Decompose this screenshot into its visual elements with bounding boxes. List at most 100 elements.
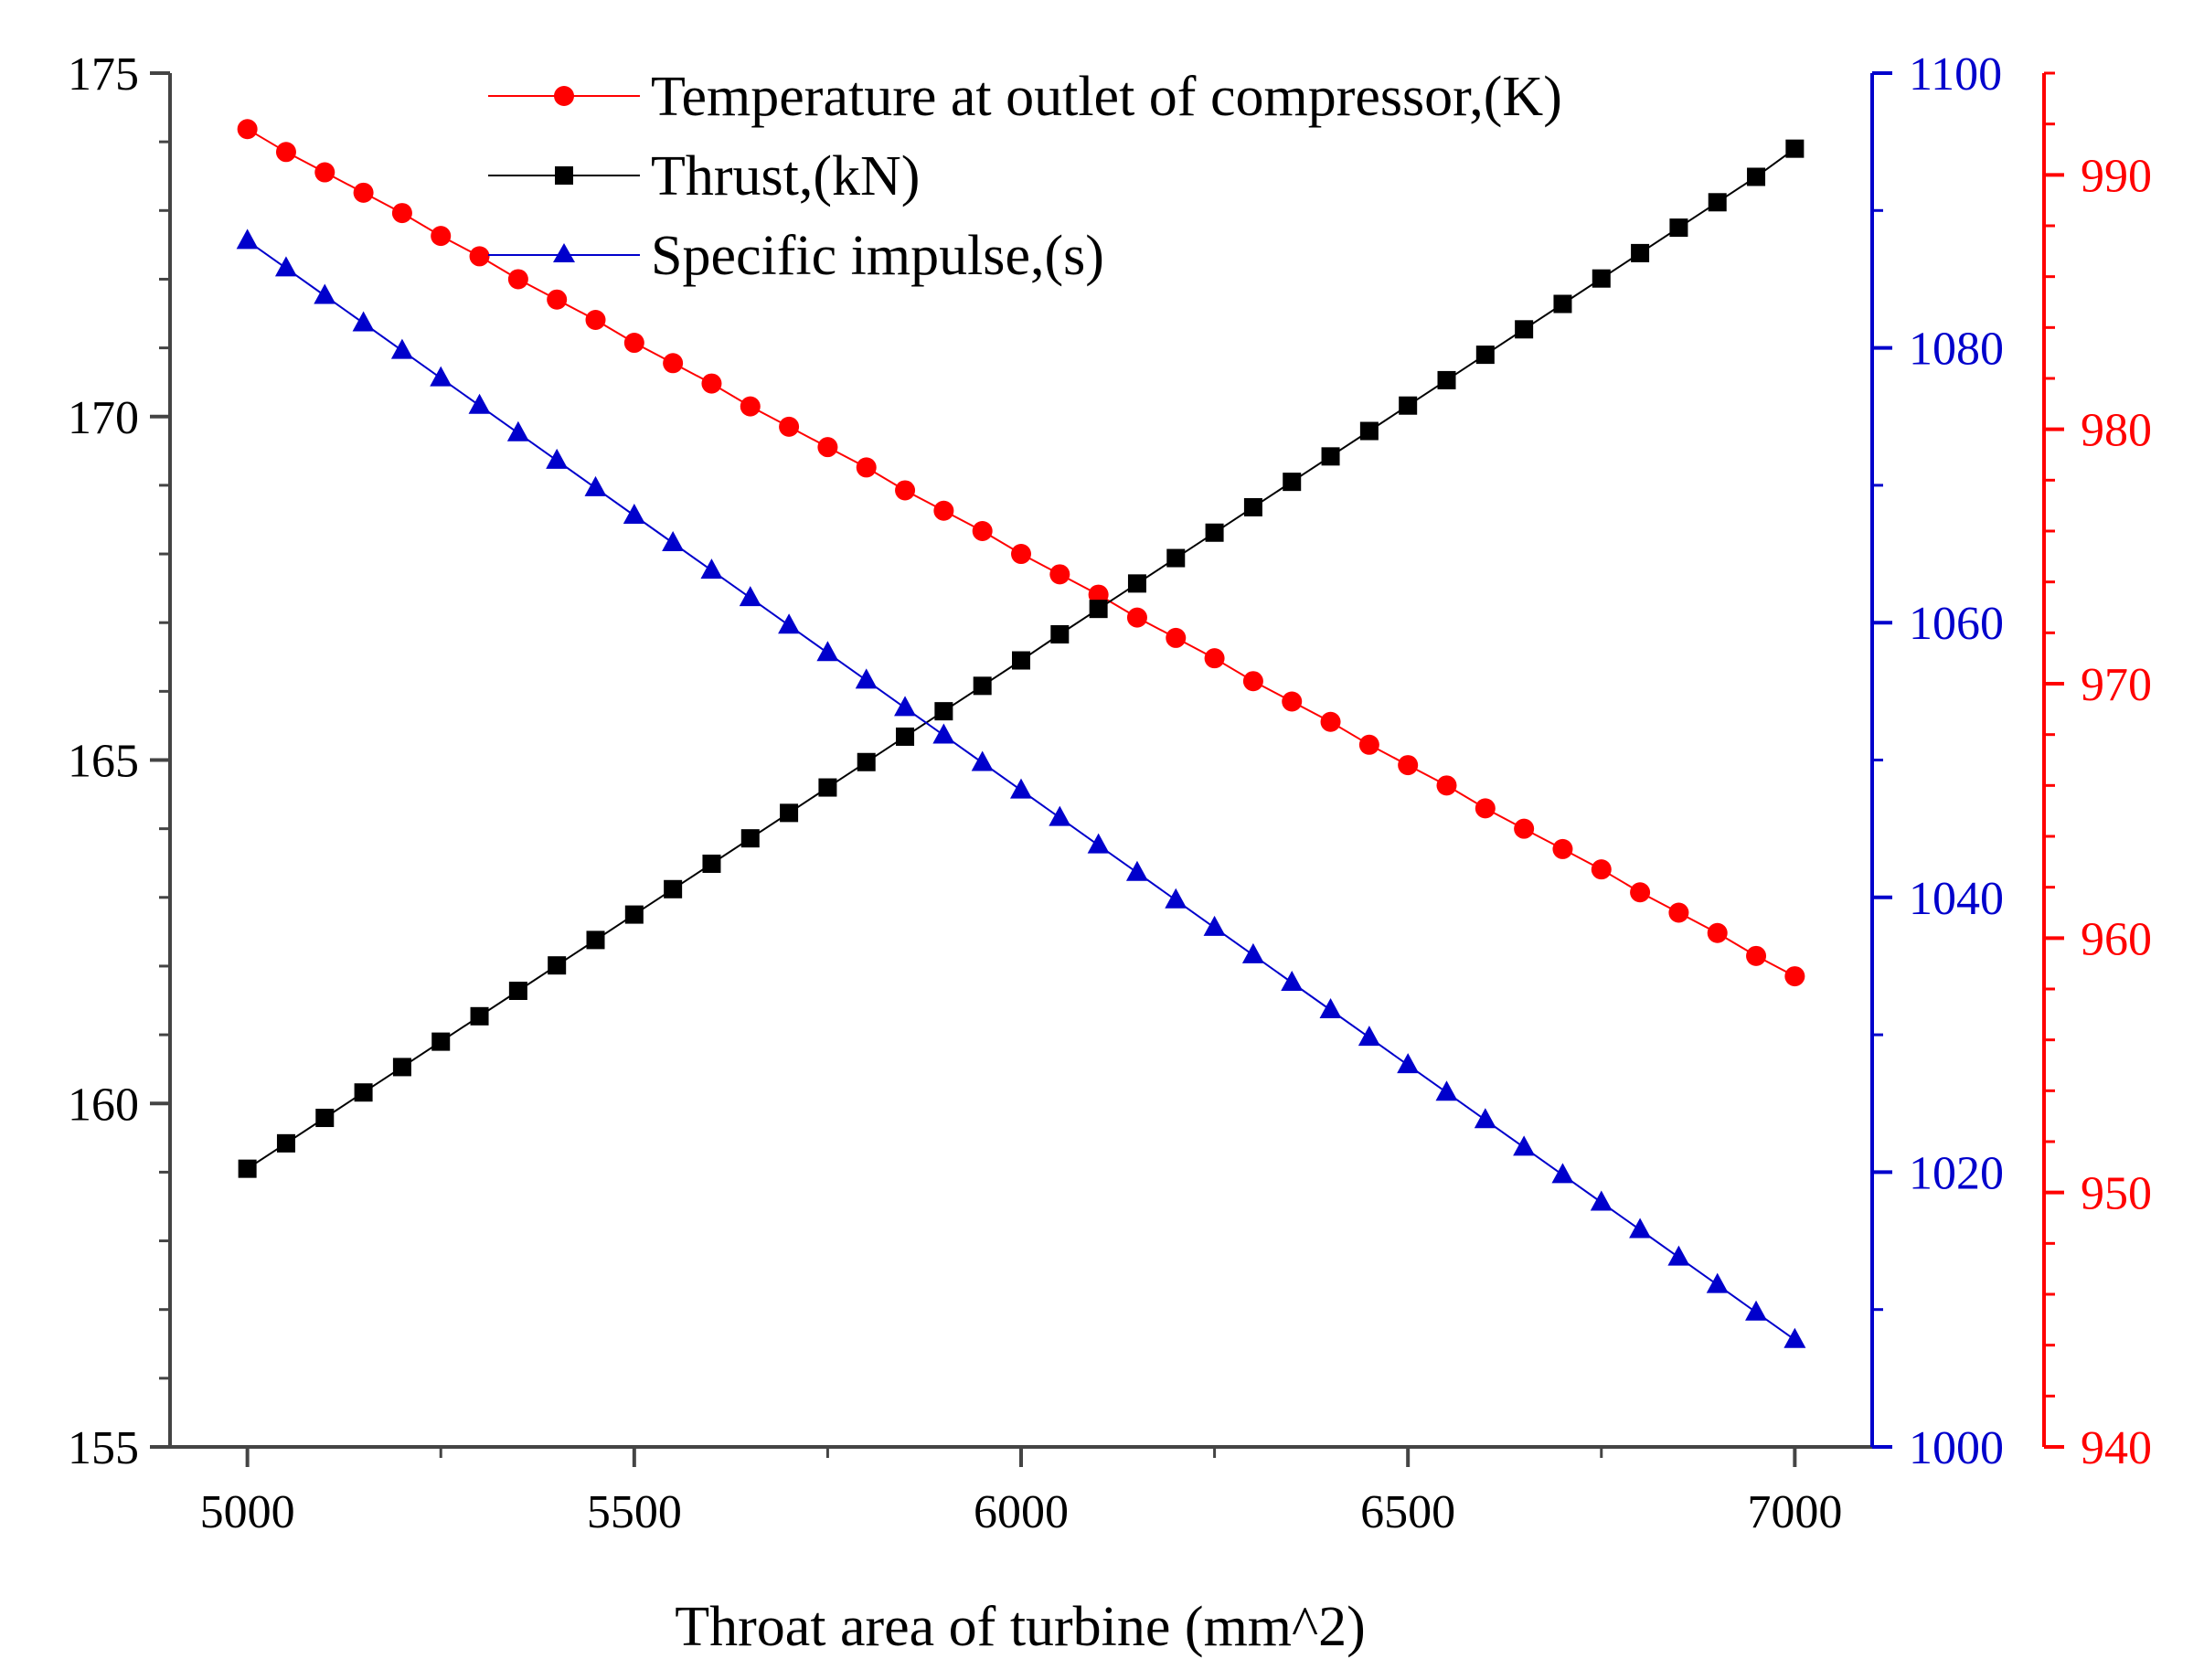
data-point-square <box>1127 574 1146 593</box>
data-point-triangle <box>1241 942 1264 963</box>
data-point-square <box>934 702 953 721</box>
x-tick-label: 5000 <box>200 1486 295 1538</box>
data-point-triangle <box>778 613 801 634</box>
data-point-square <box>392 1058 411 1077</box>
data-point-triangle <box>1165 888 1187 909</box>
data-point-circle <box>547 289 568 310</box>
data-point-triangle <box>1783 1327 1806 1348</box>
right_outer-tick-label: 960 <box>2081 913 2152 965</box>
data-point-square <box>586 930 605 950</box>
data-point-circle <box>1398 755 1419 776</box>
data-point-triangle <box>236 229 259 250</box>
data-point-square <box>548 956 567 975</box>
data-point-circle <box>817 437 838 458</box>
right_inner-tick-label: 1100 <box>1909 48 2002 101</box>
data-point-triangle <box>352 311 375 332</box>
data-point-triangle <box>700 558 723 579</box>
data-point-triangle <box>1667 1245 1690 1266</box>
data-point-square <box>1243 497 1262 516</box>
data-point-circle <box>237 119 258 140</box>
data-point-square <box>1475 346 1495 365</box>
data-point-triangle <box>506 420 529 441</box>
data-point-circle <box>1784 966 1805 987</box>
axes: 5000 5500 6000 6500 7000 155 160 165 170 175 1000 1… <box>68 48 2152 1538</box>
legend-label-specific-impulse: Specific impulse,(s) <box>651 225 1104 287</box>
data-point-square <box>702 854 721 873</box>
data-point-square <box>470 1006 489 1026</box>
data-point-square <box>1321 447 1340 466</box>
data-point-triangle <box>932 723 955 744</box>
legend-marker-temperature <box>554 86 574 106</box>
data-point-square <box>1437 370 1456 389</box>
data-point-circle <box>275 142 296 163</box>
data-point-triangle <box>623 503 645 524</box>
left-tick-label: 155 <box>68 1422 139 1474</box>
right_outer-tick-label: 970 <box>2081 659 2152 711</box>
data-point-triangle <box>1706 1272 1729 1293</box>
legend-label-thrust: Thrust,(kN) <box>651 145 920 207</box>
data-point-circle <box>1668 902 1689 923</box>
data-point-triangle <box>1125 860 1148 881</box>
data-point-circle <box>1049 564 1070 585</box>
data-point-triangle <box>1281 970 1304 991</box>
data-point-square <box>857 752 876 771</box>
legend-label-temperature: Temperature at outlet of compressor,(K) <box>651 66 1562 128</box>
right_inner-tick-label: 1000 <box>1909 1422 2004 1474</box>
data-point-circle <box>779 416 800 437</box>
data-point-square <box>431 1032 451 1051</box>
data-point-circle <box>391 203 412 224</box>
data-point-circle <box>507 269 528 290</box>
data-point-square <box>1283 473 1302 492</box>
data-point-square <box>1050 624 1070 643</box>
data-point-square <box>1785 139 1805 158</box>
data-point-circle <box>431 226 452 247</box>
data-point-circle <box>1088 584 1109 605</box>
data-point-triangle <box>971 750 994 771</box>
data-point-square <box>1747 167 1766 186</box>
right_outer-tick-label: 980 <box>2081 405 2152 457</box>
data-point-triangle <box>430 366 453 387</box>
data-point-circle <box>663 353 684 374</box>
data-point-square <box>1205 523 1224 542</box>
legend-marker-specific-impulse <box>553 243 575 262</box>
legend-marker-thrust <box>555 166 573 185</box>
data-point-circle <box>1204 648 1225 669</box>
data-point-triangle <box>1435 1080 1458 1101</box>
plot-markers <box>236 119 1806 1348</box>
data-point-triangle <box>314 283 336 304</box>
x-axis-title: Throat area of turbine (mm^2) <box>675 1596 1366 1658</box>
data-point-circle <box>623 333 644 354</box>
data-point-circle <box>1358 734 1379 755</box>
data-point-triangle <box>816 641 839 662</box>
right_inner-tick-label: 1060 <box>1909 598 2004 650</box>
data-point-circle <box>1011 544 1031 565</box>
data-point-triangle <box>855 668 878 689</box>
data-point-circle <box>1242 671 1263 692</box>
data-point-triangle <box>1010 778 1032 799</box>
data-point-circle <box>933 500 954 521</box>
data-point-circle <box>701 373 722 394</box>
right_outer-tick-label: 950 <box>2081 1168 2152 1220</box>
data-point-square <box>1515 320 1534 339</box>
data-point-triangle <box>894 696 917 717</box>
data-point-circle <box>1552 838 1573 859</box>
data-point-square <box>624 905 644 924</box>
right_inner-tick-label: 1040 <box>1909 873 2004 925</box>
data-point-square <box>664 879 683 898</box>
data-point-triangle <box>1745 1300 1768 1321</box>
data-point-triangle <box>546 448 569 469</box>
legend: Temperature at outlet of compressor,(K) … <box>488 66 1562 287</box>
data-point-triangle <box>1629 1217 1652 1239</box>
data-point-triangle <box>1087 833 1110 854</box>
data-point-triangle <box>1513 1135 1536 1156</box>
data-point-triangle <box>1319 998 1342 1019</box>
data-point-square <box>1631 243 1650 262</box>
data-point-circle <box>1630 882 1651 903</box>
data-point-triangle <box>274 256 297 277</box>
data-point-triangle <box>1590 1190 1613 1211</box>
data-point-circle <box>1126 607 1147 628</box>
data-point-square <box>315 1109 335 1128</box>
data-point-triangle <box>739 586 761 607</box>
data-point-circle <box>1320 711 1341 732</box>
